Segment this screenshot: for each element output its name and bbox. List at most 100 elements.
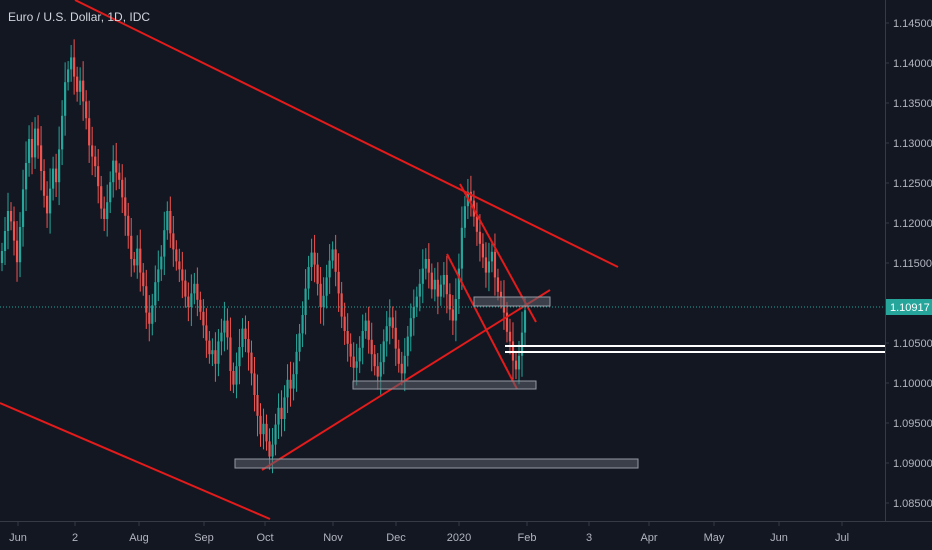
price-tick-label: 1.13500 (893, 98, 932, 110)
candle-up (154, 282, 157, 306)
candle-up (307, 267, 310, 289)
candle-down (478, 231, 482, 244)
candle-down (127, 215, 130, 236)
candle-down (514, 360, 518, 370)
candle-up (283, 397, 286, 419)
candle-up (238, 347, 241, 367)
candle-down (73, 57, 76, 77)
candle-up (406, 336, 409, 356)
candle-down (436, 279, 439, 297)
candle-down (82, 80, 85, 102)
candle-down (187, 296, 190, 307)
candle-up (0, 251, 4, 263)
candle-down (481, 243, 485, 258)
candle-up (286, 379, 289, 398)
candle-up (295, 351, 298, 375)
candle-down (88, 118, 91, 146)
candle-up (418, 283, 421, 297)
candle-down (367, 320, 370, 340)
support-zone-mid (352, 380, 537, 390)
candle-down (508, 331, 512, 342)
candle-down (340, 293, 343, 317)
candle-up (157, 269, 160, 283)
time-tick-label: Jun (9, 532, 27, 544)
candle-up (79, 80, 82, 92)
candle-up (322, 295, 325, 307)
candle-up (388, 317, 391, 327)
candle-up (106, 202, 109, 219)
candle-down (247, 339, 250, 353)
rising-support-trendline (261, 289, 551, 471)
candle-down (91, 145, 94, 157)
time-tick-label: Jul (835, 532, 849, 544)
candle-down (45, 195, 49, 214)
candle-down (496, 277, 500, 292)
candle-down (139, 248, 142, 273)
candle-up (379, 362, 382, 377)
candle-down (253, 373, 256, 395)
price-tick-label: 1.08500 (893, 498, 932, 510)
candle-down (42, 171, 46, 196)
candle-down (397, 348, 400, 364)
time-tick-label: Jun (770, 532, 788, 544)
candle-down (199, 299, 202, 312)
candle-down (196, 283, 199, 300)
time-tick-label: May (704, 532, 725, 544)
candle-down (343, 316, 346, 331)
candle-up (33, 128, 37, 158)
candle-down (376, 366, 379, 377)
candle-up (304, 288, 307, 315)
time-tick-label: Aug (129, 532, 149, 544)
candle-down (313, 252, 316, 265)
candle-down (319, 283, 322, 307)
candle-down (142, 272, 145, 287)
time-tick-label: 2020 (447, 532, 471, 544)
candle-up (262, 423, 265, 435)
candle-up (328, 260, 331, 278)
candle-up (424, 259, 427, 269)
candle-down (259, 415, 262, 435)
candle-down (181, 269, 184, 281)
candle-up (109, 182, 112, 203)
price-tick-label: 1.09500 (893, 418, 932, 430)
candle-down (373, 354, 376, 367)
price-tick-label: 1.12500 (893, 178, 932, 190)
candle-up (361, 331, 364, 348)
resistance-zone (473, 296, 551, 307)
candle-up (211, 350, 214, 355)
price-axis[interactable]: 1.085001.090001.095001.100001.105001.110… (885, 18, 932, 510)
candle-up (421, 268, 424, 284)
candle-down (445, 275, 448, 295)
candle-down (214, 350, 217, 364)
candle-down (208, 340, 211, 355)
price-tick-label: 1.09000 (893, 458, 932, 470)
candle-up (292, 374, 295, 389)
candle-up (454, 299, 457, 321)
candle-up (520, 332, 524, 356)
time-axis[interactable]: Jun 2 Aug Sep Oct Nov Dec 2020 Feb 3 Apr May Jun Jul (9, 522, 849, 544)
candle-down (430, 272, 433, 290)
wedge-lower-line (446, 253, 518, 390)
candle-up (151, 305, 154, 324)
candle-up (331, 249, 334, 261)
candle-down (36, 128, 40, 146)
candle-up (274, 424, 277, 445)
candle-down (205, 325, 208, 341)
candle-down (100, 186, 103, 209)
candle-up (415, 296, 418, 307)
candle-down (118, 172, 121, 180)
price-tick-label: 1.10000 (893, 378, 932, 390)
candle-up (271, 444, 274, 457)
candle-down (115, 160, 118, 173)
candle-up (439, 284, 442, 297)
candle-down (39, 145, 43, 171)
candle-down (475, 216, 479, 232)
candle-down (289, 379, 292, 389)
candle-down (232, 371, 235, 385)
price-tick-label: 1.11500 (893, 258, 932, 270)
candle-down (229, 337, 232, 371)
time-tick-label: 3 (586, 532, 592, 544)
candle-up (223, 320, 226, 333)
candle-up (442, 275, 445, 285)
